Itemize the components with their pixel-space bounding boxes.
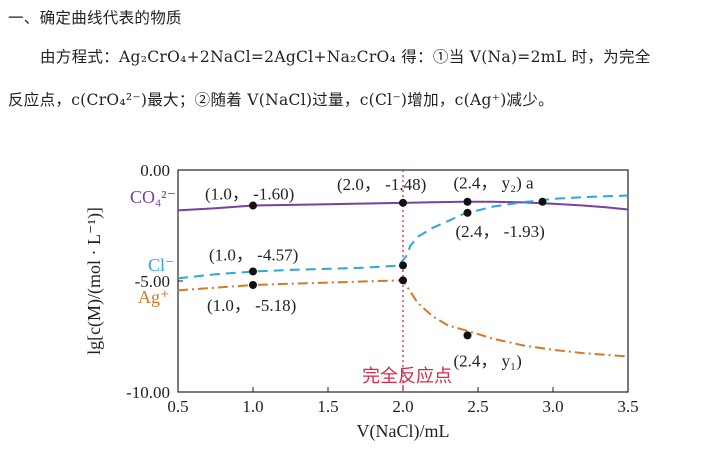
x-tick-label-2: 1.5 (317, 397, 338, 416)
data-point-5 (249, 267, 257, 276)
series-line-2 (177, 279, 629, 358)
data-point-label-2: (2.4， y₂) a (454, 174, 534, 193)
y-tick-label-2: -10.00 (126, 383, 170, 402)
equation-line: 由方程式：Ag₂CrO₄+2NaCl=2AgCl+Na₂CrO₄ 得：①当 V(… (40, 48, 651, 66)
series-label-0: CO₄²⁻ (130, 187, 176, 207)
x-tick-label-0: 0.5 (167, 397, 188, 416)
heading-line: 一、确定曲线代表的物质 (8, 9, 182, 27)
data-point-2 (463, 197, 472, 206)
data-point-7 (249, 280, 257, 289)
data-point-label-1: (2.0， -1.48) (337, 175, 426, 194)
data-point-label-4: (2.4， -1.93) (456, 222, 545, 241)
data-point-label-9: (2.4， y₁) (454, 351, 522, 370)
x-tick-label-5: 3.0 (542, 397, 563, 416)
data-point-9 (463, 331, 472, 340)
x-tick-label-4: 2.5 (467, 397, 488, 416)
y-axis-label: lg[c(M)/(mol · L⁻¹)] (84, 207, 105, 355)
x-tick-label-3: 2.0 (392, 397, 413, 416)
y-tick-label-0: 0.00 (140, 161, 170, 180)
x-axis-label: V(NaCl)/mL (357, 421, 450, 442)
data-point-label-5: (1.0， -4.57) (209, 245, 298, 264)
explanation-line: 反应点，c(CrO₄²⁻)最大；②随着 V(NaCl)过量，c(Cl⁻)增加，c… (8, 91, 554, 109)
data-point-4 (463, 208, 472, 217)
data-point-label-7: (1.0， -5.18) (207, 296, 296, 315)
series-label-1: Cl⁻ (148, 255, 175, 275)
data-point-0 (249, 201, 257, 210)
series-label-2: Ag⁺ (138, 287, 170, 307)
completion-label: 完全反应点 (362, 366, 452, 386)
data-point-8 (399, 276, 407, 285)
series-line-1 (177, 194, 629, 280)
y-tick-label-1: -5.00 (135, 272, 170, 291)
series-line-0 (177, 200, 629, 212)
data-point-3 (538, 197, 547, 206)
x-tick-label-1: 1.0 (242, 397, 263, 416)
x-tick-label-6: 3.5 (617, 397, 638, 416)
data-point-label-0: (1.0， -1.60) (205, 185, 294, 204)
data-point-1 (399, 198, 407, 207)
data-point-6 (399, 261, 407, 270)
